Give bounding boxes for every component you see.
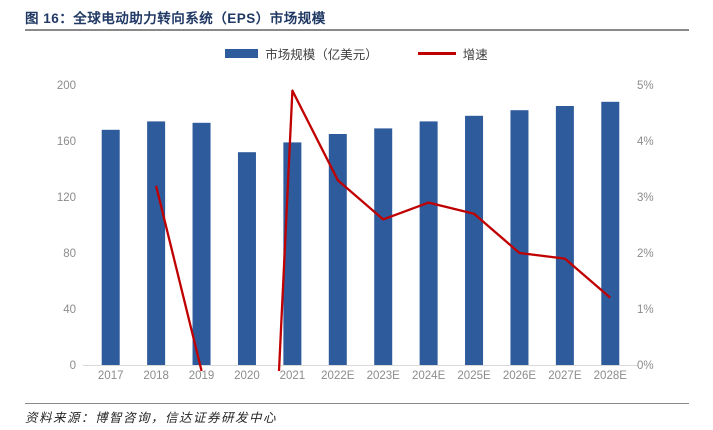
title-divider	[25, 29, 689, 31]
market-size-bar	[555, 106, 574, 365]
market-size-bar	[510, 110, 529, 365]
x-axis-category-label: 2018	[143, 370, 169, 382]
x-axis-category-label: 2022E	[321, 370, 355, 382]
left-axis-tick-label: 40	[63, 304, 76, 316]
market-size-bar	[465, 115, 484, 365]
market-size-bar	[283, 142, 302, 365]
x-axis-category-label: 2024E	[412, 370, 446, 382]
left-axis-tick-label: 80	[63, 248, 76, 260]
figure-title: 图 16：全球电动助力转向系统（EPS）市场规模	[25, 11, 326, 26]
footer-divider	[25, 403, 689, 404]
source-note: 资料来源：博智咨询，信达证券研发中心	[25, 411, 278, 425]
right-axis-tick-label: 0%	[637, 360, 654, 372]
legend-item-market-size: 市场规模（亿美元）	[225, 44, 378, 63]
legend-label-market-size: 市场规模（亿美元）	[265, 48, 378, 62]
market-size-bar	[601, 101, 620, 366]
right-axis-tick-label: 5%	[637, 80, 654, 92]
right-axis-tick-label: 2%	[637, 248, 654, 260]
chart-legend: 市场规模（亿美元） 增速	[0, 44, 713, 63]
left-axis-tick-label: 200	[57, 80, 76, 92]
left-axis-tick-label: 160	[57, 136, 76, 148]
market-size-bar	[374, 128, 393, 365]
x-axis-category-label: 2025E	[457, 370, 491, 382]
x-axis-category-label: 2021	[280, 370, 306, 382]
legend-item-growth: 增速	[417, 44, 488, 63]
market-size-bar	[419, 121, 438, 366]
x-axis-category-label: 2020	[234, 370, 260, 382]
market-size-bar	[237, 152, 256, 365]
line-series-swatch	[417, 52, 456, 55]
market-size-bar	[328, 134, 347, 365]
right-axis-tick-label: 4%	[637, 136, 654, 148]
market-size-bar	[192, 122, 211, 365]
left-axis-tick-label: 0	[70, 360, 76, 372]
left-axis-tick-label: 120	[57, 192, 76, 204]
x-axis-category-label: 2017	[98, 370, 124, 382]
right-axis-tick-label: 3%	[637, 192, 654, 204]
market-size-bar	[101, 129, 120, 365]
right-axis-tick-label: 1%	[637, 304, 654, 316]
x-axis-category-label: 2027E	[548, 370, 582, 382]
bar-line-chart: 0 40 80 120 160 200 0% 1% 2% 3% 4% 5% 2017 2018 2019 20…	[57, 80, 654, 382]
growth-rate-line	[154, 89, 612, 372]
x-axis-category-label: 2026E	[503, 370, 537, 382]
x-axis-category-label: 2019	[189, 370, 215, 382]
legend-label-growth: 增速	[462, 48, 488, 62]
x-axis-category-label: 2028E	[594, 370, 628, 382]
bar-series-swatch	[225, 49, 259, 58]
x-axis-category-label: 2023E	[367, 370, 401, 382]
market-size-bar	[147, 121, 166, 366]
